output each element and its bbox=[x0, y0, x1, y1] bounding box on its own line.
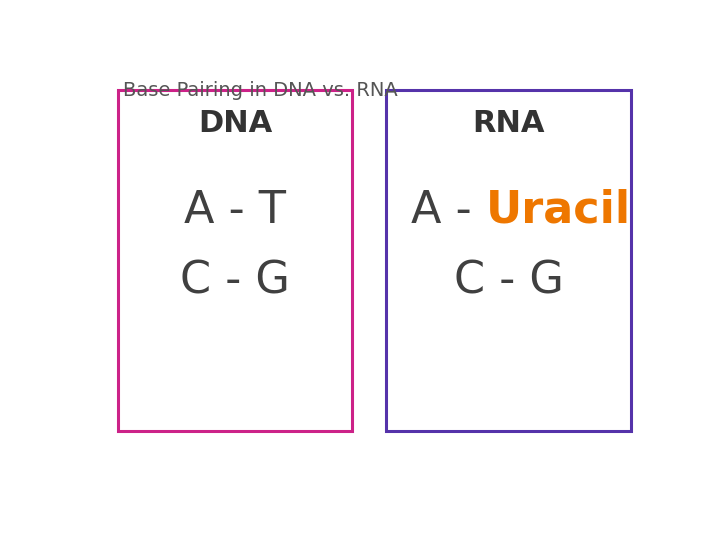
Text: C - G: C - G bbox=[454, 260, 564, 302]
Text: RNA: RNA bbox=[472, 109, 545, 138]
Text: A -: A - bbox=[411, 189, 486, 232]
Text: DNA: DNA bbox=[198, 109, 272, 138]
Text: A - T: A - T bbox=[184, 189, 286, 232]
Text: Uracil: Uracil bbox=[486, 189, 631, 232]
Text: C - G: C - G bbox=[180, 260, 290, 302]
Text: Base Pairing in DNA vs. RNA: Base Pairing in DNA vs. RNA bbox=[124, 82, 398, 100]
FancyBboxPatch shape bbox=[386, 90, 631, 431]
FancyBboxPatch shape bbox=[118, 90, 352, 431]
